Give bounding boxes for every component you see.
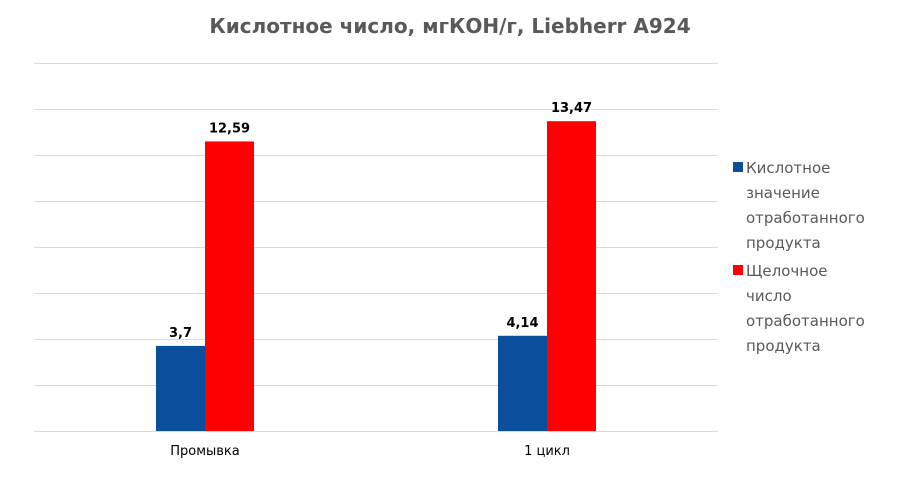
data-label: 3,7 (169, 326, 192, 341)
bar-acid-1 (498, 335, 547, 431)
data-label: 4,14 (506, 316, 538, 331)
legend-item-acid: Кислотное значение отработанного продукта (733, 159, 865, 252)
legend-label: Щелочное число отработанного продукта (746, 262, 865, 355)
legend-item-base: Щелочное число отработанного продукта (733, 262, 865, 355)
legend: Кислотное значение отработанного продукта Ще… (733, 159, 865, 355)
bar-base-0 (205, 141, 254, 431)
bar-acid-0 (156, 345, 205, 431)
bars (156, 121, 596, 431)
gridlines (34, 63, 718, 432)
x-tick-label: 1 цикл (524, 444, 570, 459)
legend-swatch (733, 162, 743, 172)
bar-base-1 (547, 121, 596, 431)
data-label: 13,47 (551, 101, 592, 116)
x-axis-tick-labels: Промывка 1 цикл (170, 444, 570, 459)
data-labels: 3,7 12,59 4,14 13,47 (169, 101, 592, 341)
data-label: 12,59 (209, 121, 250, 136)
chart-title: Кислотное число, мгКОН/г, Liebherr A924 (209, 14, 690, 38)
legend-label: Кислотное значение отработанного продукта (746, 159, 865, 252)
x-tick-label: Промывка (170, 444, 240, 459)
legend-swatch (733, 265, 743, 275)
